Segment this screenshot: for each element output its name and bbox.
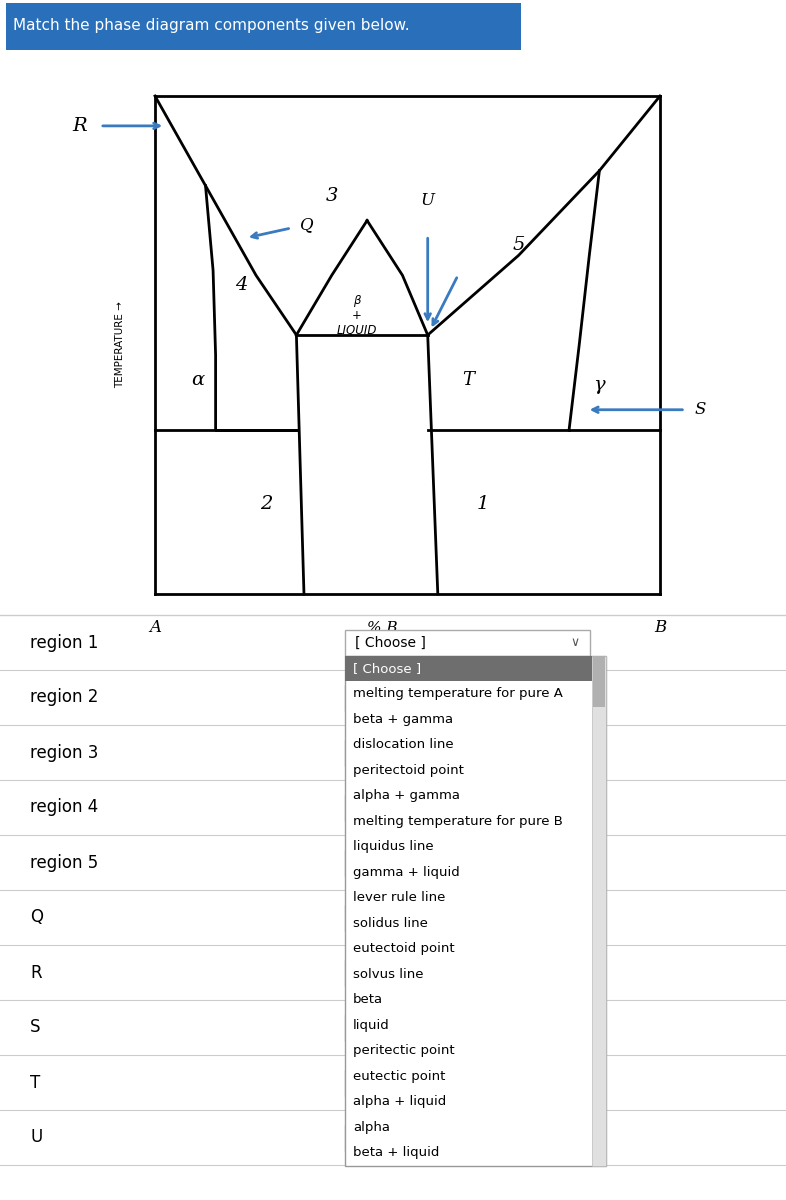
Text: [ Choose ]: [ Choose ] bbox=[353, 661, 421, 674]
Text: 4: 4 bbox=[235, 276, 247, 294]
Text: liquid: liquid bbox=[353, 1019, 390, 1032]
Text: region 4: region 4 bbox=[30, 798, 98, 816]
Text: eutectoid point: eutectoid point bbox=[353, 942, 454, 955]
Text: [ Choose ]: [ Choose ] bbox=[355, 800, 426, 815]
Text: ∨: ∨ bbox=[571, 1021, 580, 1034]
Text: eutectic point: eutectic point bbox=[353, 1069, 446, 1082]
Text: region 1: region 1 bbox=[30, 634, 98, 652]
Text: Q: Q bbox=[30, 908, 43, 926]
Text: gamma + liquid: gamma + liquid bbox=[353, 865, 460, 878]
FancyBboxPatch shape bbox=[345, 1014, 590, 1040]
Text: beta + gamma: beta + gamma bbox=[353, 713, 453, 726]
Text: β
+
LIQUID: β + LIQUID bbox=[337, 294, 377, 337]
Text: [ Choose ]: [ Choose ] bbox=[355, 690, 426, 704]
Bar bbox=[6, 4, 521, 49]
Text: ∨: ∨ bbox=[571, 802, 580, 814]
Text: solvus line: solvus line bbox=[353, 967, 424, 980]
FancyBboxPatch shape bbox=[345, 1069, 590, 1096]
Text: R: R bbox=[30, 964, 42, 982]
Text: liquidus line: liquidus line bbox=[353, 840, 434, 853]
Text: alpha + gamma: alpha + gamma bbox=[353, 790, 460, 803]
Text: solidus line: solidus line bbox=[353, 917, 428, 930]
Text: % B: % B bbox=[367, 620, 398, 635]
Text: [ Choose ]: [ Choose ] bbox=[355, 1020, 426, 1034]
Bar bbox=[592, 655, 606, 1165]
Text: TEMPERATURE →: TEMPERATURE → bbox=[115, 301, 125, 389]
Text: beta + liquid: beta + liquid bbox=[353, 1146, 439, 1159]
Text: ∨: ∨ bbox=[571, 966, 580, 979]
FancyBboxPatch shape bbox=[345, 794, 590, 821]
Text: beta: beta bbox=[353, 994, 383, 1007]
Text: ∨: ∨ bbox=[571, 1130, 580, 1144]
Bar bbox=[593, 655, 605, 707]
Text: ∨: ∨ bbox=[571, 911, 580, 924]
Bar bbox=[345, 655, 592, 680]
Text: 5: 5 bbox=[512, 236, 525, 254]
Text: [ Choose ]: [ Choose ] bbox=[355, 856, 426, 870]
Text: S: S bbox=[695, 401, 706, 419]
Text: region 5: region 5 bbox=[30, 853, 98, 871]
Text: U: U bbox=[30, 1128, 42, 1146]
Text: 3: 3 bbox=[325, 186, 338, 204]
FancyBboxPatch shape bbox=[345, 684, 590, 710]
Text: peritectic point: peritectic point bbox=[353, 1044, 454, 1057]
Text: α: α bbox=[191, 371, 204, 389]
Text: T: T bbox=[30, 1074, 40, 1092]
Text: 1: 1 bbox=[477, 496, 490, 514]
Text: alpha + liquid: alpha + liquid bbox=[353, 1096, 446, 1109]
Text: lever rule line: lever rule line bbox=[353, 892, 446, 905]
FancyBboxPatch shape bbox=[345, 905, 590, 930]
Text: melting temperature for pure A: melting temperature for pure A bbox=[353, 688, 563, 701]
Text: 2: 2 bbox=[260, 496, 272, 514]
Bar bbox=[345, 655, 606, 1165]
Text: region 2: region 2 bbox=[30, 689, 98, 707]
Text: ∨: ∨ bbox=[571, 746, 580, 758]
Text: alpha: alpha bbox=[353, 1121, 390, 1134]
Text: region 3: region 3 bbox=[30, 744, 98, 762]
Text: Q: Q bbox=[299, 216, 314, 233]
FancyBboxPatch shape bbox=[345, 960, 590, 985]
Text: T: T bbox=[462, 371, 474, 389]
Text: A: A bbox=[149, 619, 161, 636]
Text: [ Choose ]: [ Choose ] bbox=[355, 1075, 426, 1090]
FancyBboxPatch shape bbox=[345, 739, 590, 766]
Text: R: R bbox=[72, 116, 87, 134]
Text: dislocation line: dislocation line bbox=[353, 738, 454, 751]
Text: U: U bbox=[421, 192, 435, 209]
Text: [ Choose ]: [ Choose ] bbox=[355, 1130, 426, 1145]
Text: ∨: ∨ bbox=[571, 856, 580, 869]
Text: B: B bbox=[654, 619, 666, 636]
Text: [ Choose ]: [ Choose ] bbox=[355, 636, 426, 649]
Text: melting temperature for pure B: melting temperature for pure B bbox=[353, 815, 563, 828]
Text: peritectoid point: peritectoid point bbox=[353, 763, 464, 776]
Text: ∨: ∨ bbox=[571, 691, 580, 704]
Text: S: S bbox=[30, 1019, 41, 1037]
FancyBboxPatch shape bbox=[345, 1124, 590, 1151]
FancyBboxPatch shape bbox=[345, 630, 590, 655]
Text: ∨: ∨ bbox=[571, 1076, 580, 1090]
Text: ∨: ∨ bbox=[571, 636, 580, 649]
Text: [ Choose ]: [ Choose ] bbox=[355, 745, 426, 760]
Text: Match the phase diagram components given below.: Match the phase diagram components given… bbox=[13, 18, 410, 32]
FancyBboxPatch shape bbox=[345, 850, 590, 876]
Text: [ Choose ]: [ Choose ] bbox=[355, 911, 426, 924]
Text: [ Choose ]: [ Choose ] bbox=[355, 966, 426, 979]
Text: γ: γ bbox=[593, 376, 605, 394]
